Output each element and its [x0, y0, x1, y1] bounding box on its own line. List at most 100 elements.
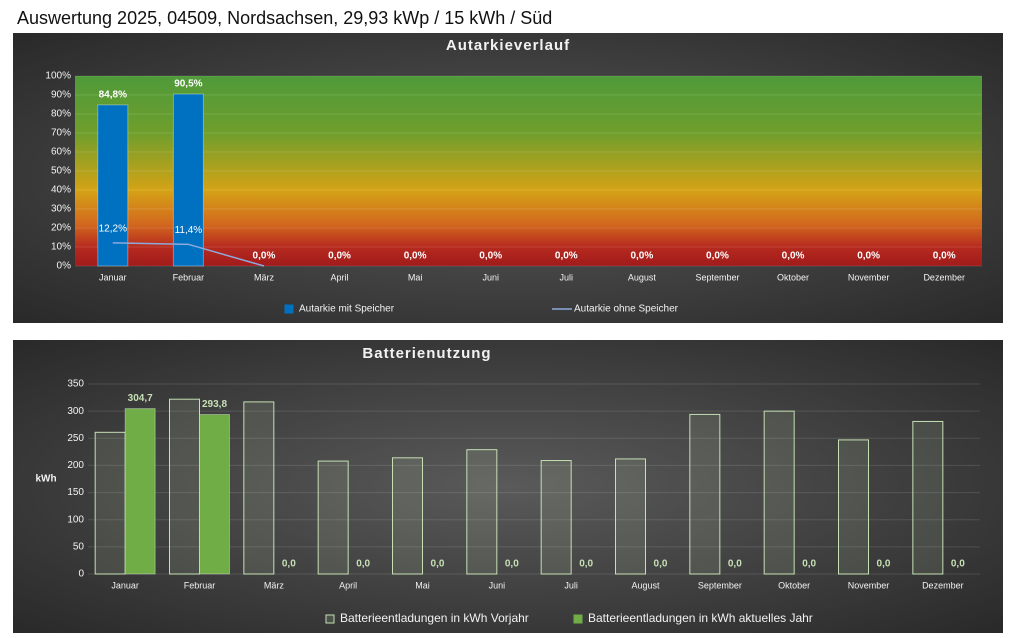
y-tick-label: 50%: [51, 166, 71, 177]
chart-title: Batterienutzung: [362, 345, 491, 362]
data-label: 293,8: [202, 399, 227, 410]
data-label: 0,0%: [555, 251, 578, 262]
data-label: 0,0%: [706, 251, 729, 262]
y-tick-label: 0%: [57, 261, 72, 272]
x-tick-label: September: [698, 580, 742, 590]
x-tick-label: Januar: [111, 580, 139, 590]
data-label: 0,0%: [857, 251, 880, 262]
legend-label: Batterieentladungen in kWh aktuelles Jah…: [588, 611, 813, 625]
x-tick-label: Februar: [184, 580, 216, 590]
data-label: 304,7: [128, 393, 153, 404]
data-label: 0,0: [877, 559, 891, 570]
x-tick-label: Dezember: [923, 272, 965, 282]
y-tick-label: 70%: [51, 128, 71, 139]
x-tick-label: Mai: [415, 580, 430, 590]
data-label: 0,0: [431, 559, 445, 570]
bar: [615, 458, 646, 575]
x-tick-label: November: [848, 272, 890, 282]
bar: [199, 414, 230, 575]
x-tick-label: März: [254, 272, 274, 282]
bar: [94, 431, 126, 575]
bar: [838, 439, 869, 575]
data-label: 90,5%: [174, 79, 202, 90]
y-tick-label: 0: [78, 569, 84, 580]
data-label: 0,0%: [404, 251, 427, 262]
y-tick-label: 10%: [51, 242, 71, 253]
bar: [97, 104, 129, 267]
chart-title: Autarkieverlauf: [446, 37, 570, 54]
y-tick-label: 60%: [51, 147, 71, 158]
bar: [392, 457, 423, 575]
y-tick-label: 250: [67, 433, 84, 444]
bar: [763, 410, 795, 575]
legend-label: Autarkie ohne Speicher: [574, 304, 679, 315]
x-tick-label: Februar: [173, 272, 205, 282]
y-tick-label: 20%: [51, 223, 71, 234]
x-tick-label: September: [695, 272, 739, 282]
legend-swatch: [284, 304, 294, 314]
data-label: 0,0: [356, 559, 370, 570]
data-label: 0,0%: [630, 251, 653, 262]
bar: [689, 413, 721, 575]
data-label: 0,0%: [253, 251, 276, 262]
x-tick-label: November: [848, 580, 890, 590]
y-tick-label: 100: [67, 514, 84, 525]
bar: [124, 408, 156, 575]
legend-swatch: [325, 614, 335, 624]
bar: [912, 420, 944, 575]
y-tick-label: 300: [67, 406, 84, 417]
data-label: 0,0: [579, 559, 593, 570]
data-label: 0,0: [951, 559, 965, 570]
x-tick-label: Dezember: [922, 580, 964, 590]
bar: [317, 460, 349, 575]
x-tick-label: Juni: [482, 272, 499, 282]
y-tick-label: 40%: [51, 185, 71, 196]
x-tick-label: Mai: [408, 272, 423, 282]
data-label: 11,4%: [175, 225, 203, 236]
legend-swatch: [573, 614, 583, 624]
x-tick-label: Juli: [564, 580, 578, 590]
plot-background: [75, 76, 982, 266]
data-label: 0,0: [728, 559, 742, 570]
x-tick-label: Oktober: [777, 272, 809, 282]
line-series: [112, 242, 265, 267]
x-tick-label: April: [339, 580, 357, 590]
data-label: 84,8%: [99, 90, 127, 101]
legend-label: Batterieentladungen in kWh Vorjahr: [340, 611, 529, 625]
page-title: Auswertung 2025, 04509, Nordsachsen, 29,…: [17, 8, 552, 28]
data-label: 0,0%: [933, 251, 956, 262]
data-label: 0,0: [802, 559, 816, 570]
data-label: 0,0%: [328, 251, 351, 262]
y-tick-label: 350: [67, 379, 84, 390]
bar: [169, 398, 200, 575]
x-tick-label: März: [264, 580, 284, 590]
x-tick-label: April: [331, 272, 349, 282]
x-tick-label: Juni: [489, 580, 506, 590]
x-tick-label: August: [628, 272, 657, 282]
data-label: 0,0: [282, 559, 296, 570]
data-label: 0,0: [654, 559, 668, 570]
data-label: 0,0%: [782, 251, 805, 262]
y-tick-label: 100%: [45, 71, 71, 82]
x-tick-label: Juli: [560, 272, 574, 282]
y-tick-label: 80%: [51, 109, 71, 120]
x-tick-label: Januar: [99, 272, 127, 282]
bar: [243, 401, 275, 575]
y-tick-label: 150: [67, 487, 84, 498]
x-tick-label: Oktober: [778, 580, 810, 590]
data-label: 12,2%: [99, 223, 127, 234]
legend-label: Autarkie mit Speicher: [299, 304, 395, 315]
x-tick-label: August: [631, 580, 660, 590]
y-tick-label: 30%: [51, 204, 71, 215]
bar: [466, 449, 498, 575]
bar: [540, 460, 572, 575]
y-axis-label: kWh: [35, 474, 56, 485]
y-tick-label: 90%: [51, 90, 71, 101]
data-label: 0,0: [505, 559, 519, 570]
bar: [172, 93, 204, 267]
y-tick-label: 200: [67, 460, 84, 471]
y-tick-label: 50: [73, 541, 85, 552]
data-label: 0,0%: [479, 251, 502, 262]
